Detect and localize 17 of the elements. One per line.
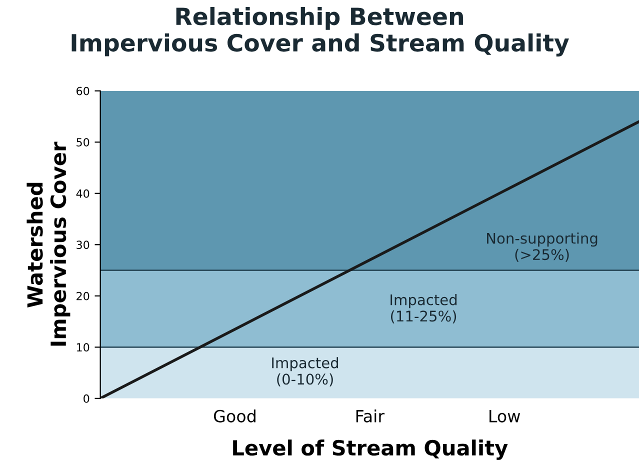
y-tick-label: 40 xyxy=(76,189,90,198)
y-tick-label: 60 xyxy=(76,86,90,96)
band-label: Non-supporting (>25%) xyxy=(487,232,598,262)
y-tick-label: 20 xyxy=(76,292,90,300)
y-axis-title: Watershed Impervious Cover xyxy=(26,142,70,346)
x-axis-title: Level of Stream Quality xyxy=(233,440,508,460)
y-tick-label: 10 xyxy=(76,343,90,352)
band-label: Impacted (0-10%) xyxy=(272,357,338,386)
band-label: Impacted (11-25%) xyxy=(390,294,457,324)
y-tick-label: 50 xyxy=(76,138,90,147)
x-tick-label: Fair xyxy=(356,410,385,422)
y-tick-label: 30 xyxy=(76,240,90,250)
chart-title: Relationship Between Impervious Cover and Stream Quality xyxy=(72,6,569,56)
line-series xyxy=(100,120,639,398)
x-tick-label: Good xyxy=(214,410,256,422)
x-tick-label: Low xyxy=(490,410,520,422)
y-tick-label: 0 xyxy=(84,394,90,403)
